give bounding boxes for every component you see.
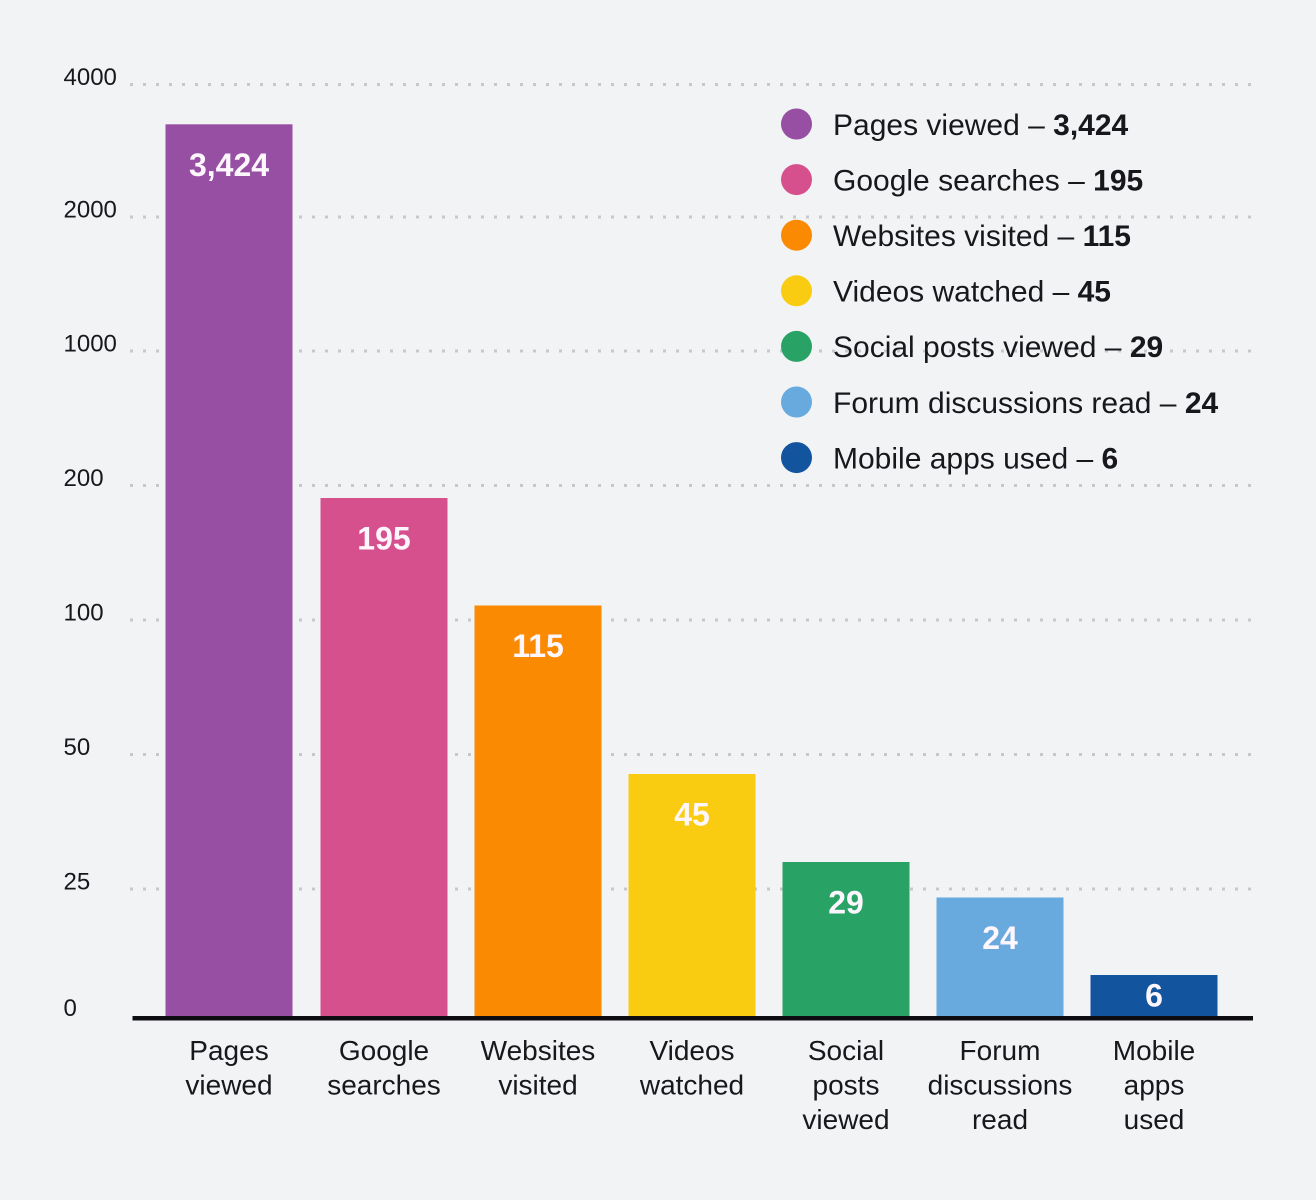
svg-text:115: 115 (512, 628, 564, 664)
svg-text:4000: 4000 (64, 64, 117, 91)
svg-text:Social posts viewed – 29: Social posts viewed – 29 (833, 331, 1163, 364)
svg-text:Websites visited – 115: Websites visited – 115 (833, 220, 1131, 253)
svg-text:Forum discussions read – 24: Forum discussions read – 24 (833, 387, 1218, 420)
svg-text:25: 25 (64, 869, 91, 896)
svg-text:Videos watched – 45: Videos watched – 45 (833, 276, 1111, 309)
svg-text:Mobile apps used – 6: Mobile apps used – 6 (833, 442, 1118, 475)
svg-text:0: 0 (64, 995, 77, 1022)
svg-text:Pages viewed – 3,424: Pages viewed – 3,424 (833, 109, 1129, 142)
svg-text:200: 200 (64, 465, 104, 492)
svg-text:1000: 1000 (64, 331, 117, 358)
svg-text:24: 24 (982, 920, 1018, 956)
svg-text:2000: 2000 (64, 197, 117, 224)
svg-text:50: 50 (64, 734, 91, 761)
svg-text:100: 100 (64, 600, 104, 627)
svg-text:29: 29 (828, 885, 864, 921)
svg-text:45: 45 (674, 797, 710, 833)
svg-text:6: 6 (1145, 978, 1163, 1014)
svg-text:Google searches – 195: Google searches – 195 (833, 164, 1143, 197)
svg-text:195: 195 (357, 521, 410, 557)
svg-text:3,424: 3,424 (189, 147, 269, 183)
